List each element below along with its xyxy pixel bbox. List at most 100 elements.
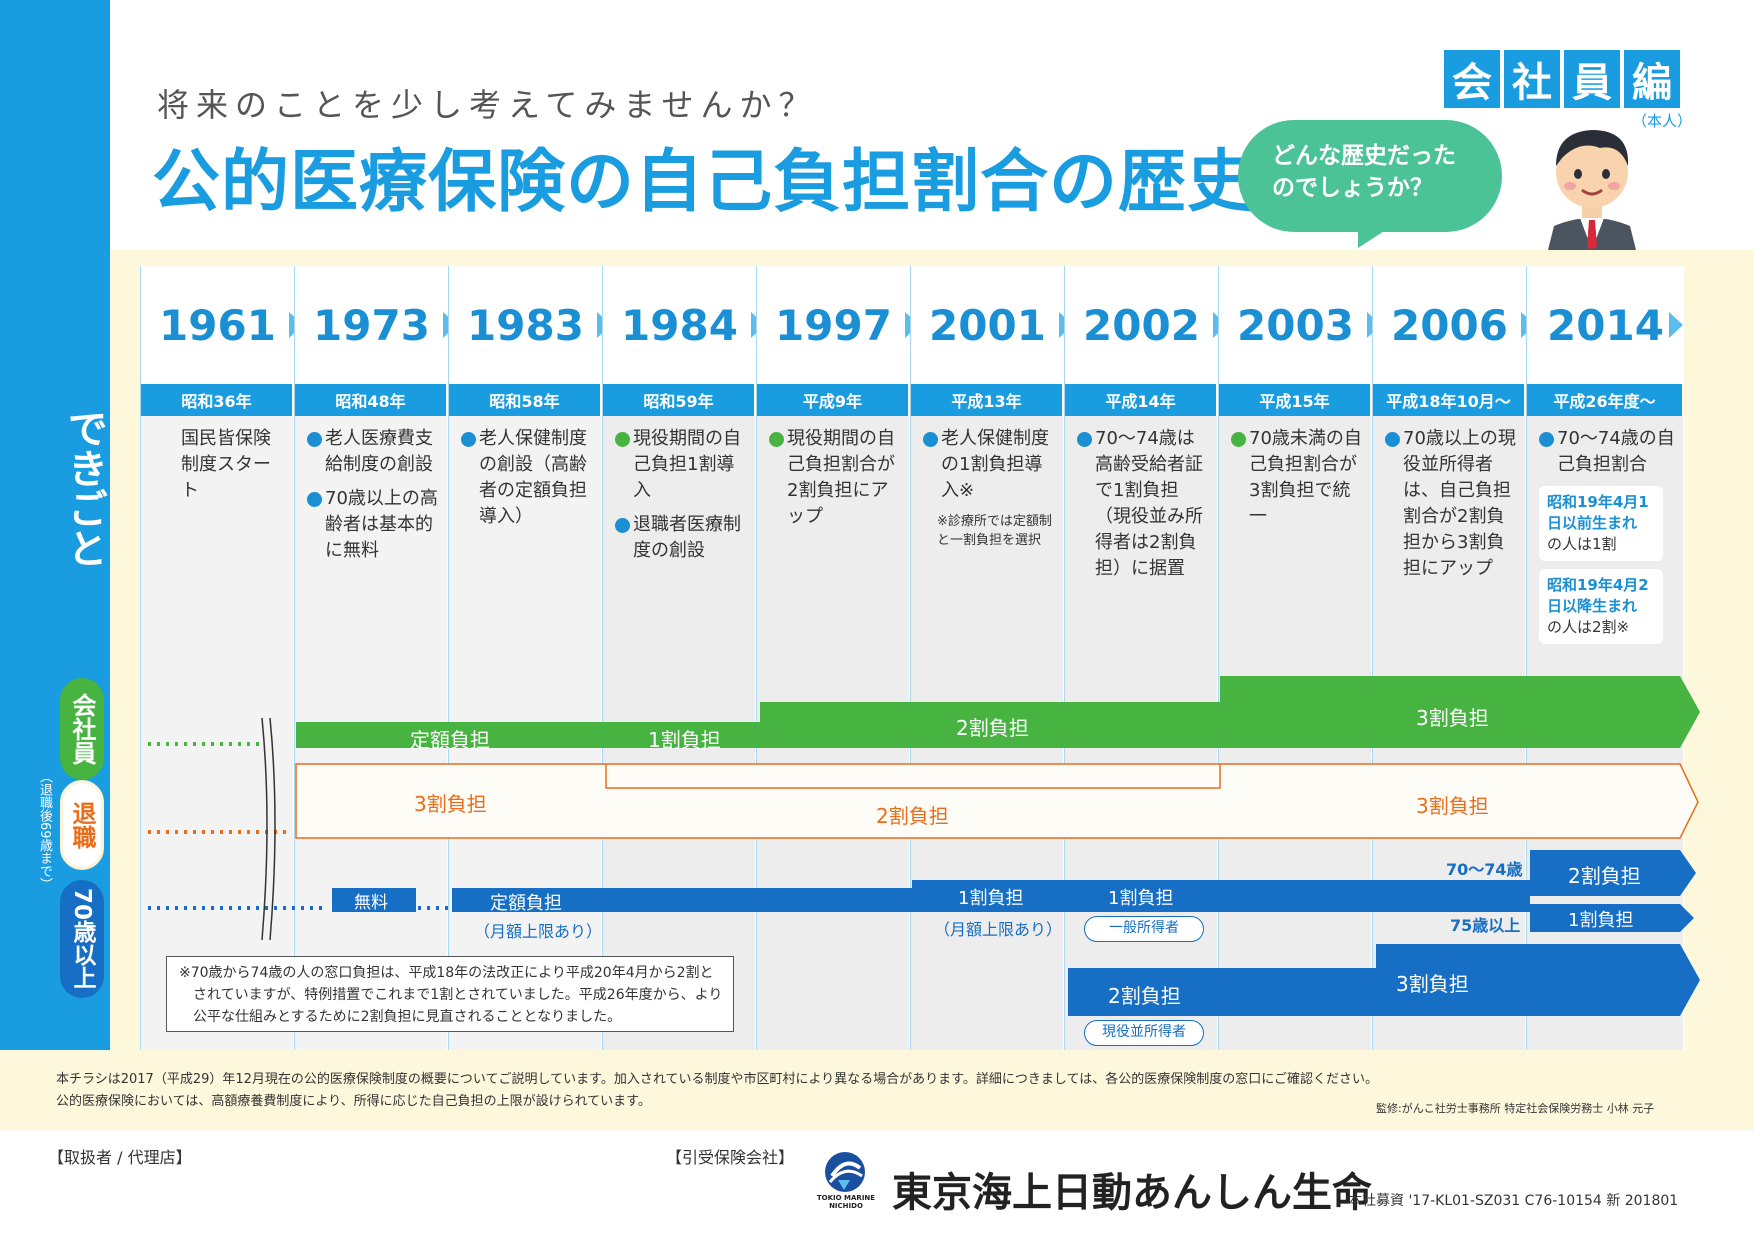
- year-label: 2006: [1373, 266, 1526, 384]
- over70-free-bar: [332, 888, 416, 912]
- bullet-icon: [1385, 432, 1400, 447]
- year-label: 1997: [757, 266, 910, 384]
- over70-2wari-label: 2割負担: [1108, 984, 1181, 1008]
- era-label: 平成15年: [1219, 384, 1372, 416]
- bullet-icon: [923, 432, 938, 447]
- event-item: 現役期間の自己負担1割導入: [615, 426, 750, 504]
- supervisor-credit: 監修:がんこ社労士事務所 特定社会保険労務士 小林 元子: [1376, 1102, 1655, 1115]
- over70-3wari-label: 3割負担: [1396, 972, 1469, 996]
- event-footnote: ※診療所では定額制と一割負担を選択: [937, 514, 1052, 548]
- footer-band: [0, 1050, 1754, 1130]
- year-label: 2014: [1527, 266, 1684, 384]
- age-75-label: 75歳以上: [1450, 916, 1521, 935]
- era-label: 昭和58年: [449, 384, 602, 416]
- birth-condition-box-1: 昭和19年4月1日以前生まれ の人は1割: [1539, 486, 1663, 561]
- over70-row-label: 70歳以上: [60, 880, 104, 998]
- left-sidebar: [0, 0, 110, 1050]
- events-list: 70歳以上の現役並所得者は、自己負担割合が2割負担から3割負担にアップ: [1385, 426, 1520, 590]
- employee-1wari-label: 1割負担: [648, 728, 721, 752]
- document-code: 本社募資 '17-KL01-SZ031 C76-10154 新 201801: [1348, 1193, 1679, 1209]
- disclaimer-line-2: 公的医療保険においては、高額療養費制度により、所得に応じた自己負担の上限が設けら…: [56, 1094, 651, 1109]
- insurer-label: 【引受保険会社】: [666, 1148, 795, 1167]
- over70-free-label: 無料: [354, 893, 388, 913]
- logo-text: TOKIO MARINE NICHIDO: [816, 1194, 876, 1210]
- break-mark: [261, 717, 268, 941]
- over70-7074-bar: [1530, 850, 1680, 896]
- bullet-icon: [1077, 432, 1092, 447]
- company-name: 東京海上日動あんしん生命: [892, 1170, 1372, 1216]
- era-label: 平成26年度～: [1527, 384, 1684, 416]
- retiree-3wari-label-2014: 3割負担: [1416, 794, 1489, 818]
- events-list: 老人医療費支給制度の創設 70歳以上の高齢者は基本的に無料: [307, 426, 442, 572]
- footnote-line: されていますが、特例措置でこれまで1割とされていました。平成26年度から、より: [193, 987, 723, 1003]
- break-mark: [269, 717, 276, 941]
- bullet-icon: [307, 432, 322, 447]
- edition-sub: （本人）: [1632, 112, 1693, 130]
- businessman-avatar-icon: [1548, 130, 1636, 250]
- event-item: 老人医療費支給制度の創設: [307, 426, 442, 478]
- edition-char: 編: [1624, 50, 1680, 108]
- employee-3wari-label: 3割負担: [1416, 706, 1489, 730]
- over70-genekinami-band: [1068, 944, 1700, 1016]
- bullet-icon: [307, 492, 322, 507]
- era-label: 平成9年: [757, 384, 910, 416]
- footnote-box: ※70歳から74歳の人の窓口負担は、平成18年の法改正により平成20年4月から2…: [166, 956, 734, 1032]
- employee-burden-band: [296, 676, 1700, 748]
- event-item: 70歳以上の現役並所得者は、自己負担割合が2割負担から3割負担にアップ: [1385, 426, 1520, 582]
- events-list: 現役期間の自己負担割合が2割負担にアップ: [769, 426, 904, 538]
- retiree-step-line: [605, 764, 1221, 789]
- year-label: 1961: [141, 266, 294, 384]
- edition-char: 会: [1444, 50, 1500, 108]
- page-title: 公的医療保険の自己負担割合の歴史: [152, 143, 1257, 222]
- age-75-value: 1割負担: [1568, 910, 1634, 931]
- year-label: 1984: [603, 266, 756, 384]
- edition-char: 員: [1564, 50, 1620, 108]
- era-label: 平成14年: [1065, 384, 1218, 416]
- retiree-row-label: 退職: [60, 780, 104, 870]
- footnote-line: ※70歳から74歳の人の窓口負担は、平成18年の法改正により平成20年4月から2…: [179, 965, 714, 981]
- events-list: 70～74歳は高齢受給者証で1割負担（現役並み所得者は2割負担）に据置: [1077, 426, 1212, 590]
- year-label: 2003: [1219, 266, 1372, 384]
- over70-75-bar: [1530, 904, 1680, 932]
- employee-teigaku-label: 定額負担: [410, 728, 490, 752]
- edition-badge: 会 社 員 編: [1444, 50, 1680, 108]
- events-list: 国民皆保険制度スタート: [167, 426, 288, 512]
- era-label: 昭和36年: [141, 384, 294, 416]
- events-list: 老人保健制度の創設（高齢者の定額負担導入）: [461, 426, 596, 538]
- over70-teigaku-label: 定額負担: [490, 893, 562, 914]
- bullet-icon: [615, 432, 630, 447]
- employee-row-label: 会社員: [60, 678, 104, 780]
- over70-1wari-2002-label: 1割負担: [1108, 888, 1174, 909]
- event-item: 70歳以上の高齢者は基本的に無料: [307, 486, 442, 564]
- speech-bubble: どんな歴史だった のでしょうか？: [1238, 120, 1502, 232]
- bullet-icon: [461, 432, 476, 447]
- over70-75-arrow: [1680, 904, 1694, 932]
- over70-teigaku-cap-label: （月額上限あり）: [474, 922, 603, 941]
- retiree-2wari-label: 2割負担: [876, 804, 949, 828]
- age-7074-label: 70～74歳: [1446, 860, 1523, 879]
- year-label: 1973: [295, 266, 448, 384]
- arrow-right-icon: [1669, 312, 1683, 338]
- retiree-burden-band: [295, 763, 1699, 839]
- event-item: 70～74歳の自己負担割合: [1539, 426, 1678, 478]
- bubble-line-2: のでしょうか？: [1272, 175, 1433, 201]
- retiree-row-note: （退職後69歳まで）: [37, 770, 52, 891]
- bullet-icon: [769, 432, 784, 447]
- timeline-column-1961: 1961 昭和36年 国民皆保険制度スタート: [140, 266, 303, 1052]
- events-list: 老人保健制度の1割負担導入※ ※診療所では定額制と一割負担を選択: [923, 426, 1058, 550]
- year-label: 2001: [911, 266, 1064, 384]
- era-label: 昭和59年: [603, 384, 756, 416]
- speech-bubble-tail: [1358, 226, 1392, 248]
- events-list: 70歳未満の自己負担割合が3割負担で統一: [1231, 426, 1366, 538]
- page-subtitle: 将来のことを少し考えてみませんか？: [157, 86, 818, 124]
- bullet-icon: [1231, 432, 1246, 447]
- event-item: 国民皆保険制度スタート: [181, 428, 271, 501]
- bullet-icon: [615, 518, 630, 533]
- bubble-line-1: どんな歴史だった: [1272, 143, 1456, 169]
- era-label: 平成13年: [911, 384, 1064, 416]
- column-body: [141, 416, 294, 1052]
- over70-1wari-2001-label: 1割負担: [958, 888, 1024, 909]
- retiree-3wari-label: 3割負担: [414, 792, 487, 816]
